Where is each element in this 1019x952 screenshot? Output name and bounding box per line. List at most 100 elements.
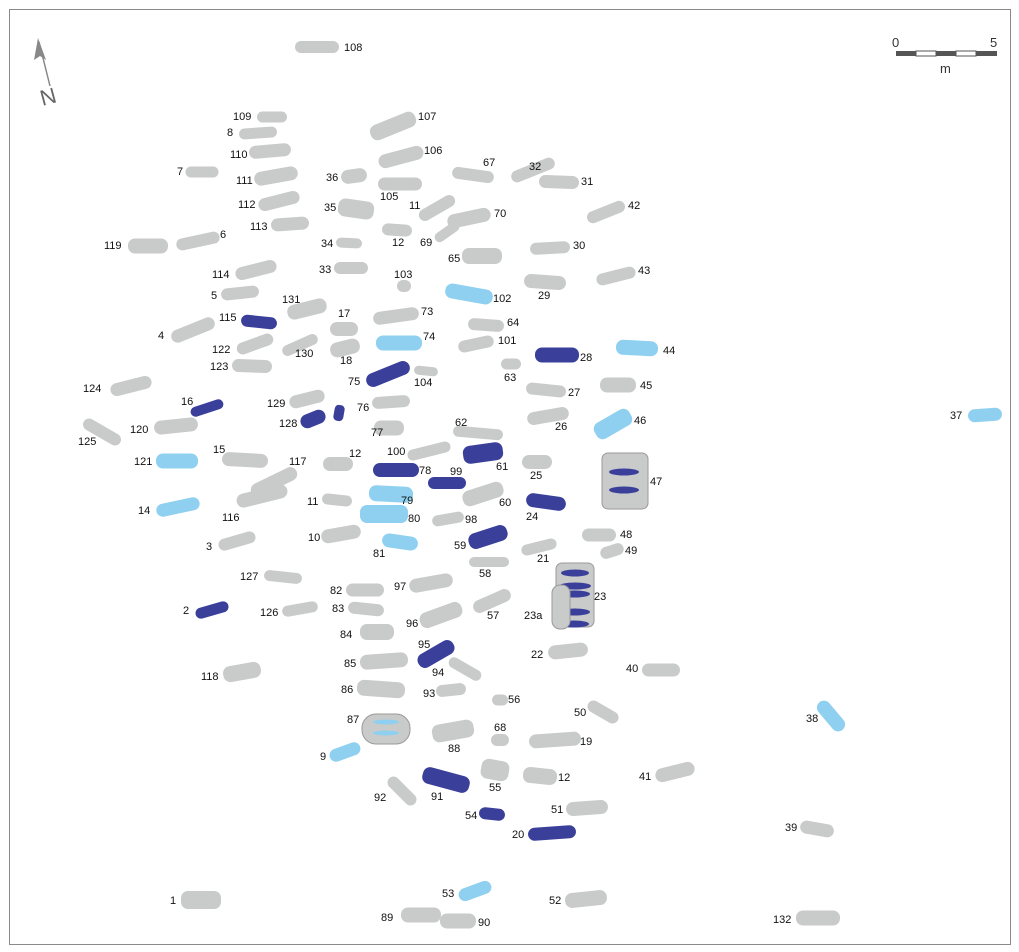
stone-75 xyxy=(366,361,410,387)
stone-label-99: 99 xyxy=(450,466,462,478)
stone-label-84: 84 xyxy=(340,629,352,641)
stone-label-91: 91 xyxy=(431,791,443,803)
stone-label-37: 37 xyxy=(950,410,962,422)
stone-label-92: 92 xyxy=(374,792,386,804)
stone-32 xyxy=(511,157,555,183)
stone-label-24: 24 xyxy=(526,511,538,523)
map-frame xyxy=(9,9,1011,945)
stone-18 xyxy=(330,338,360,358)
stone-label-76: 76 xyxy=(357,402,369,414)
stone-25 xyxy=(522,455,552,469)
stone-label-82: 82 xyxy=(330,585,342,597)
stone-label-132: 132 xyxy=(773,914,791,926)
stone-7 xyxy=(185,166,219,178)
pit-87-stone-1 xyxy=(373,719,399,725)
stone-label-116: 116 xyxy=(222,512,240,524)
stone-label-41: 41 xyxy=(639,771,651,783)
stone-77 xyxy=(374,420,404,436)
stone-45 xyxy=(600,377,636,393)
stone-label-105: 105 xyxy=(380,191,398,203)
stone-label-127: 127 xyxy=(240,571,258,583)
stone-4 xyxy=(171,317,215,343)
stone-118 xyxy=(223,661,261,683)
stone-label-115: 115 xyxy=(219,312,237,324)
stone-54 xyxy=(479,807,505,821)
stone-label-43: 43 xyxy=(638,265,650,277)
stone-91 xyxy=(422,767,470,793)
stone-36 xyxy=(341,168,367,184)
stone-label-50: 50 xyxy=(574,707,586,719)
stone-5 xyxy=(221,285,259,301)
stone-116 xyxy=(236,484,288,508)
stone-49 xyxy=(600,543,624,559)
stone-103 xyxy=(397,280,411,292)
stone-label-15: 15 xyxy=(213,444,225,456)
stone-2 xyxy=(195,601,229,619)
stone-37 xyxy=(968,407,1002,423)
stone-label-56: 56 xyxy=(508,694,520,706)
stone-30 xyxy=(530,241,570,255)
stone-79 xyxy=(368,485,414,503)
stone-label-51: 51 xyxy=(551,804,563,816)
stone-22 xyxy=(548,642,588,660)
stone-104 xyxy=(414,365,438,377)
stone-12c xyxy=(522,766,558,786)
stone-label-49: 49 xyxy=(625,545,637,557)
stone-label-113: 113 xyxy=(250,221,268,233)
stone-12b xyxy=(323,457,353,471)
stone-label-42: 42 xyxy=(628,200,640,212)
stone-38 xyxy=(816,700,846,732)
pit-feature-23a xyxy=(551,584,571,630)
stone-label-79: 79 xyxy=(401,495,413,507)
stone-label-102: 102 xyxy=(493,293,511,305)
stone-115 xyxy=(241,314,277,330)
stone-121 xyxy=(156,453,198,469)
stone-label-94: 94 xyxy=(432,667,444,679)
stone-label-20: 20 xyxy=(512,829,524,841)
stone-label-109: 109 xyxy=(233,111,251,123)
stone-label-34: 34 xyxy=(321,238,333,250)
stone-125 xyxy=(83,418,121,446)
stone-label-32: 32 xyxy=(529,161,541,173)
stone-1 xyxy=(181,891,221,909)
stone-19 xyxy=(529,731,581,749)
stone-label-6: 6 xyxy=(220,229,226,241)
stone-100 xyxy=(407,441,451,461)
stone-101 xyxy=(458,335,494,353)
stone-label-29: 29 xyxy=(538,290,550,302)
stone-126 xyxy=(282,601,318,617)
stone-label-19: 19 xyxy=(580,736,592,748)
pit-features xyxy=(361,452,649,745)
stone-label-103: 103 xyxy=(394,269,412,281)
pit-23-stone-1 xyxy=(561,569,589,577)
stone-44 xyxy=(615,339,659,357)
stone-57 xyxy=(473,589,511,613)
stone-label-123: 123 xyxy=(210,361,228,373)
stone-120 xyxy=(154,417,198,435)
stone-9 xyxy=(329,742,361,762)
stone-label-26: 26 xyxy=(555,421,567,433)
stone-12a xyxy=(382,223,412,237)
stone-label-58: 58 xyxy=(479,568,491,580)
stone-label-63: 63 xyxy=(504,372,516,384)
north-arrow-head xyxy=(34,38,46,60)
stone-53 xyxy=(458,880,492,902)
stone-111 xyxy=(254,166,298,186)
stone-80 xyxy=(360,505,408,523)
stone-label-1: 1 xyxy=(170,895,176,907)
stone-label-60: 60 xyxy=(499,497,511,509)
stone-27 xyxy=(526,382,566,398)
stone-114 xyxy=(235,259,277,281)
scale-bar: 0 5 m xyxy=(892,35,997,76)
stone-109 xyxy=(257,111,287,123)
pit-47-stone-2 xyxy=(609,486,639,494)
stone-label-12c: 12 xyxy=(558,772,570,784)
stone-119 xyxy=(128,238,168,254)
stone-label-129: 129 xyxy=(267,398,285,410)
pit-47-stone-1 xyxy=(609,468,639,476)
pit-feature-87 xyxy=(361,713,411,745)
scale-segment-3 xyxy=(936,51,956,56)
stone-42 xyxy=(587,200,625,224)
stone-label-125: 125 xyxy=(78,436,96,448)
